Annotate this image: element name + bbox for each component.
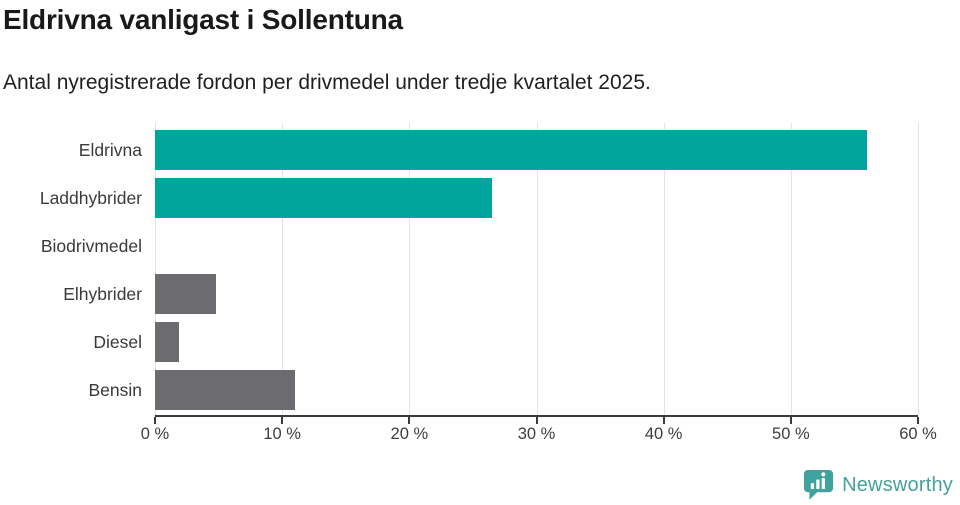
category-label: Bensin — [88, 380, 142, 400]
x-tick-label: 60 % — [899, 425, 937, 443]
chart-row: Elhybrider — [63, 274, 918, 314]
chart-row: Biodrivmedel — [41, 226, 918, 266]
x-tick-label: 0 % — [140, 425, 170, 443]
chart-row: Bensin — [88, 370, 918, 410]
gridline — [663, 123, 665, 415]
chart-title: Eldrivna vanligast i Sollentuna — [3, 4, 403, 35]
axis-tick — [917, 417, 919, 424]
gridline — [790, 123, 792, 415]
gridline — [918, 123, 919, 415]
chart-subtitle: Antal nyregistrerade fordon per drivmede… — [3, 71, 651, 94]
axis-tick — [662, 417, 665, 424]
gridline — [282, 123, 284, 415]
x-tick-label: 40 % — [644, 425, 683, 443]
axis-tick — [789, 417, 792, 424]
axis-tick — [408, 417, 411, 424]
x-tick-label: 50 % — [772, 425, 810, 443]
chart-row: Diesel — [93, 322, 918, 362]
axis-tick — [535, 417, 538, 424]
category-label: Diesel — [93, 332, 142, 352]
category-label: Laddhybrider — [39, 188, 142, 208]
newsworthy-logo-icon — [803, 469, 834, 501]
chart-row: Laddhybrider — [40, 178, 918, 218]
bar-laddhybrider — [155, 178, 492, 218]
gridline — [536, 123, 538, 415]
bar-diesel — [155, 322, 180, 362]
category-label: Eldrivna — [78, 140, 142, 160]
category-label: Elhybrider — [63, 284, 142, 304]
gridline — [155, 123, 156, 415]
gridline — [409, 123, 411, 415]
chart-row: Eldrivna — [79, 130, 918, 170]
axis-tick — [281, 417, 284, 424]
category-label: Biodrivmedel — [40, 236, 142, 256]
brand-name: Newsworthy — [842, 473, 953, 496]
bar-elhybrider — [155, 274, 217, 314]
x-tick-label: 20 % — [390, 425, 429, 443]
x-axis — [154, 415, 919, 424]
brand-footer: Newsworthy — [803, 469, 953, 501]
x-tick-label: 30 % — [517, 425, 556, 443]
x-axis-labels: 0 % 10 % 20 % 30 % 40 % 50 % 60 % — [141, 425, 937, 447]
bar-bensin — [155, 370, 295, 410]
axis-tick — [154, 417, 156, 424]
plot-area: Eldrivna Laddhybrider Biodrivmedel Elhyb… — [40, 123, 937, 443]
bar-eldrivna — [155, 130, 868, 170]
x-tick-label: 10 % — [263, 425, 301, 443]
